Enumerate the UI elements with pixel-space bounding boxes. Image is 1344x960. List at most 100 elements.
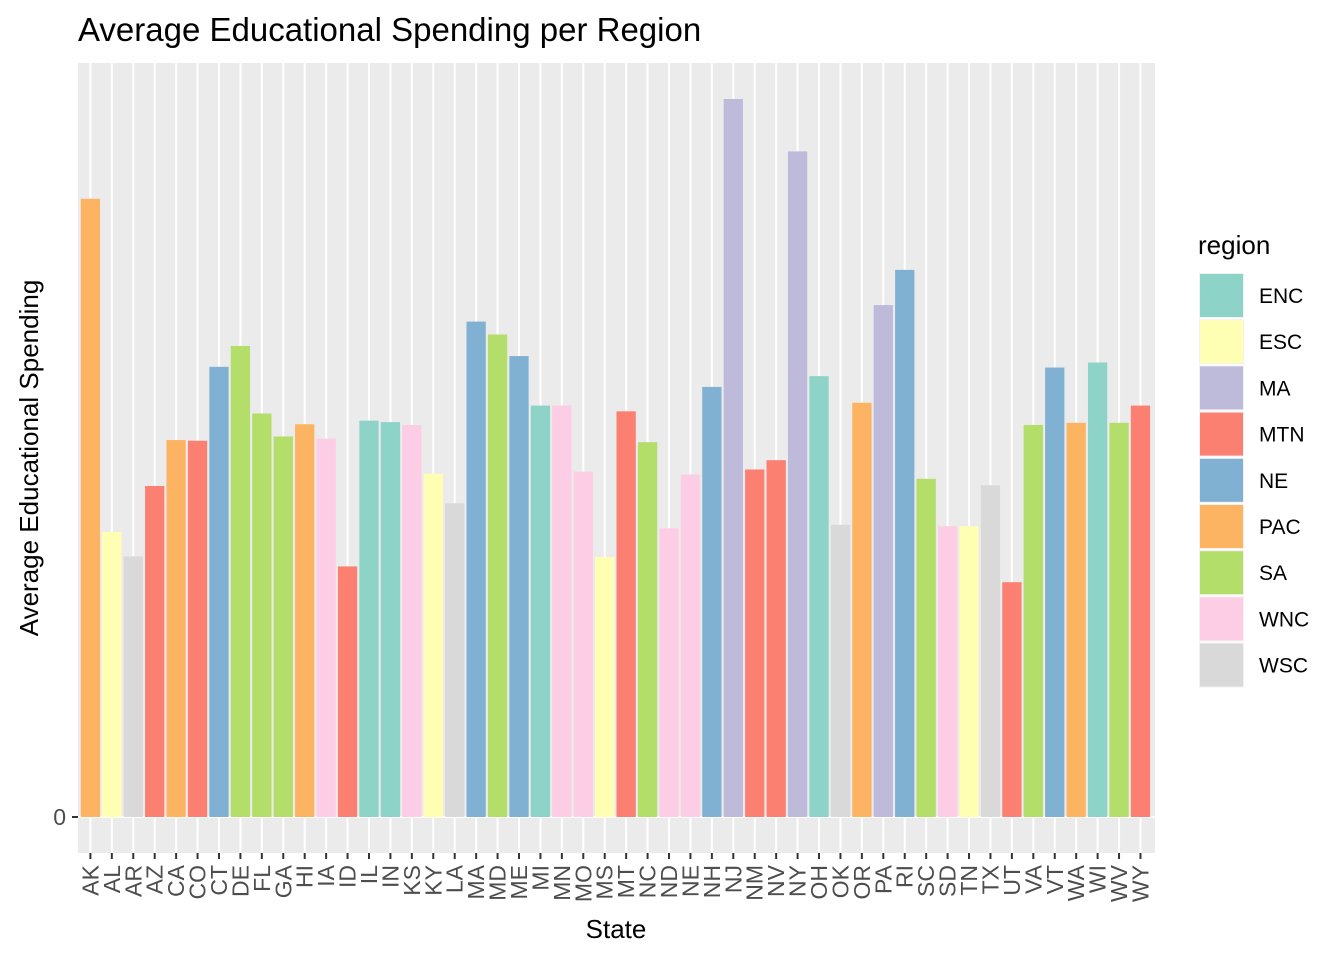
chart-title: Average Educational Spending per Region <box>78 11 701 48</box>
bar-oh <box>809 376 829 817</box>
bar-il <box>359 420 379 817</box>
bar-ga <box>273 436 293 817</box>
bar-nm <box>745 469 765 817</box>
x-tick-label-wi: WI <box>1085 865 1111 893</box>
bar-mo <box>573 471 593 817</box>
legend-swatch-enc <box>1200 274 1243 317</box>
legend-swatch-ma <box>1200 366 1243 410</box>
bar-az <box>145 486 165 817</box>
x-tick-label-pa: PA <box>870 864 896 894</box>
x-tick-label-ks: KS <box>399 865 425 896</box>
x-tick-label-la: LA <box>442 864 468 893</box>
x-tick-label-ar: AR <box>120 865 146 897</box>
x-axis-title: State <box>586 914 647 944</box>
x-tick-label-ct: CT <box>206 865 232 896</box>
x-tick-label-nv: NV <box>763 864 789 897</box>
x-tick-label-wa: WA <box>1063 864 1089 901</box>
bar-ri <box>895 269 915 817</box>
legend-swatch-wnc <box>1200 597 1243 641</box>
x-tick-label-oh: OH <box>806 865 832 900</box>
legend-label-enc: ENC <box>1259 285 1303 308</box>
bar-ms <box>595 557 615 817</box>
x-tick-label-or: OR <box>849 865 875 900</box>
bar-mn <box>552 405 572 817</box>
x-tick-label-ga: GA <box>270 864 296 898</box>
legend-swatch-sa <box>1200 551 1243 595</box>
bar-ak <box>80 198 101 817</box>
x-tick-label-ne: NE <box>677 865 703 897</box>
legend-label-ne: NE <box>1259 470 1288 493</box>
legend: region ENC ESC MA MTN NE PAC SA WNC WSC <box>1198 230 1309 688</box>
x-tick-label-md: MD <box>485 865 511 901</box>
bar-mt <box>616 411 636 817</box>
legend-label-esc: ESC <box>1259 331 1302 354</box>
x-tick-label-ny: NY <box>785 865 811 897</box>
x-tick-label-va: VA <box>1020 864 1046 894</box>
bar-tn <box>959 526 979 817</box>
legend-swatch-pac <box>1200 505 1243 548</box>
x-tick-label-ok: OK <box>827 864 853 898</box>
bar-ny <box>787 151 808 817</box>
y-tick-label: 0 <box>53 804 66 830</box>
x-tick-label-ut: UT <box>999 865 1025 896</box>
x-tick-label-co: CO <box>185 865 211 900</box>
legend-swatch-mtn <box>1200 412 1243 456</box>
x-tick-label-nd: ND <box>656 865 682 898</box>
bar-ct <box>209 366 229 817</box>
bar-sd <box>937 526 958 817</box>
bar-ks <box>402 424 422 817</box>
bar-mi <box>530 405 551 817</box>
x-tick-label-me: ME <box>506 865 532 900</box>
x-tick-label-wv: WV <box>1106 864 1132 902</box>
x-tick-label-sd: SD <box>935 865 961 897</box>
bars <box>80 99 1151 817</box>
bar-ky <box>423 473 443 817</box>
bar-hi <box>295 424 315 817</box>
x-tick-label-hi: HI <box>292 865 318 888</box>
x-tick-label-nc: NC <box>635 865 661 898</box>
x-tick-label-de: DE <box>227 865 253 897</box>
bar-ia <box>316 438 336 817</box>
bar-va <box>1023 424 1043 817</box>
bar-wi <box>1087 362 1108 817</box>
x-tick-label-nj: NJ <box>720 865 746 893</box>
legend-label-pac: PAC <box>1259 516 1301 539</box>
bar-wa <box>1066 422 1086 817</box>
bar-co <box>187 440 208 817</box>
legend-title: region <box>1198 230 1270 260</box>
bar-ok <box>830 524 851 817</box>
bar-fl <box>252 413 272 817</box>
bar-in <box>380 422 401 817</box>
x-tick-label-vt: VT <box>1042 865 1068 894</box>
bar-md <box>487 334 508 817</box>
legend-swatch-esc <box>1200 320 1243 364</box>
bar-nh <box>702 386 722 817</box>
bar-sc <box>916 478 936 817</box>
bar-al <box>102 531 122 817</box>
x-tick-label-mi: MI <box>527 865 553 891</box>
legend-swatch-wsc <box>1200 643 1243 687</box>
bar-nc <box>637 442 658 817</box>
x-tick-label-tx: TX <box>977 865 1003 894</box>
bar-la <box>445 503 465 817</box>
x-tick-label-wy: WY <box>1127 865 1153 902</box>
legend-label-wnc: WNC <box>1259 608 1309 631</box>
bar-nv <box>766 460 786 817</box>
bar-nd <box>659 528 679 817</box>
legend-label-wsc: WSC <box>1259 655 1308 678</box>
x-axis: AKALARAZCACOCTDEFLGAHIIAIDILINKSKYLAMAMD… <box>77 853 1153 902</box>
bar-vt <box>1045 367 1065 817</box>
bar-ne <box>680 474 701 817</box>
x-tick-label-sc: SC <box>913 865 939 897</box>
x-tick-label-ia: IA <box>313 864 339 886</box>
x-tick-label-ms: MS <box>592 865 618 900</box>
x-tick-label-ak: AK <box>77 864 103 895</box>
x-tick-label-id: ID <box>335 865 361 888</box>
x-tick-label-ky: KY <box>420 865 446 896</box>
bar-de <box>230 345 251 817</box>
bar-wv <box>1109 422 1129 817</box>
x-tick-label-fl: FL <box>249 865 275 892</box>
bar-id <box>337 566 358 817</box>
x-tick-label-ca: CA <box>163 864 189 897</box>
